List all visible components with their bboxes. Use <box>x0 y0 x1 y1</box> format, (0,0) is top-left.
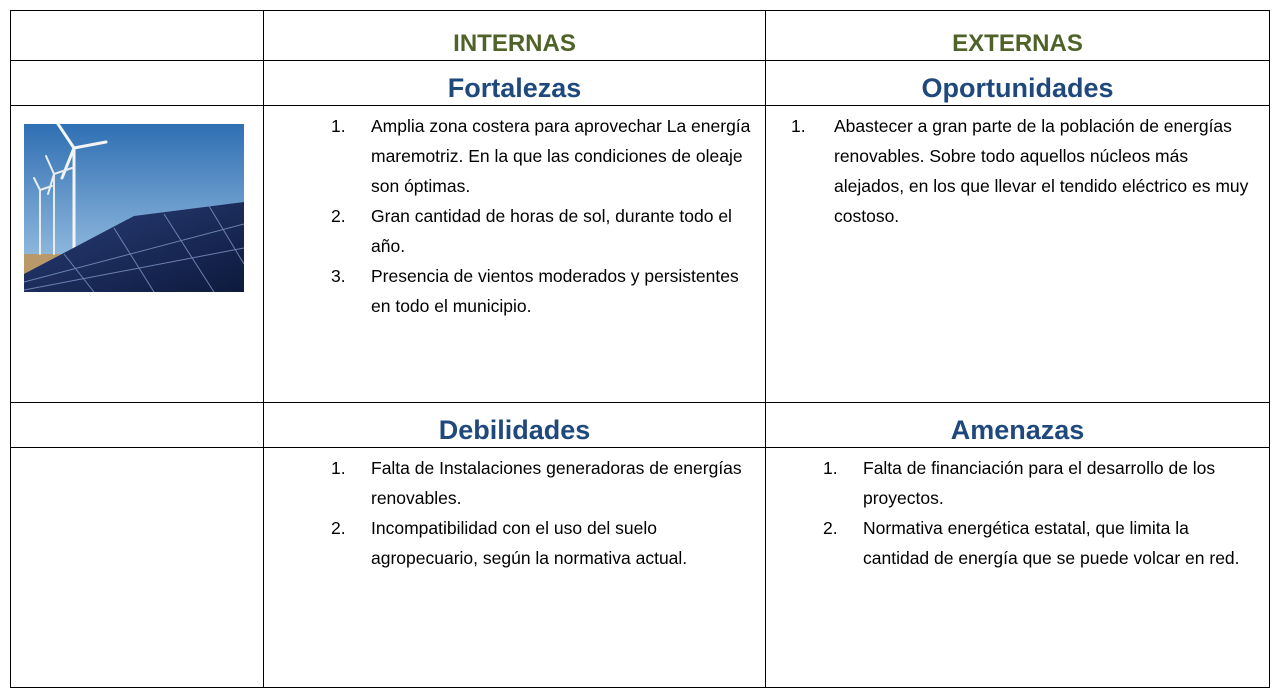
title-row: Debilidades Amenazas <box>10 402 1270 448</box>
list-item: 2. Normativa energética estatal, que limi… <box>766 513 1269 573</box>
empty-cell <box>10 447 264 688</box>
empty-cell <box>10 60 264 106</box>
list-item: 1. Amplia zona costera para aprovechar La… <box>264 111 765 201</box>
list-item: 3. Presencia de vientos moderados y persi… <box>264 261 765 321</box>
item-number: 2. <box>331 206 346 226</box>
section-title: Oportunidades <box>765 60 1270 106</box>
item-number: 1. <box>823 458 838 478</box>
item-text: Gran cantidad de horas de sol, durante t… <box>371 206 732 256</box>
empty-cell <box>10 402 264 448</box>
item-number: 1. <box>331 116 346 136</box>
item-text: Falta de financiación para el desarrollo… <box>863 458 1216 508</box>
swot-table: INTERNAS EXTERNAS Fortalezas Oportunidad… <box>10 10 1270 688</box>
list-item: 2. Incompatibilidad con el uso del suelo … <box>264 513 765 573</box>
renewables-image <box>24 124 244 292</box>
item-text: Incompatibilidad con el uso del suelo ag… <box>371 518 688 568</box>
item-text: Abastecer a gran parte de la población d… <box>834 116 1249 226</box>
section-title: Fortalezas <box>263 60 766 106</box>
header-row: INTERNAS EXTERNAS <box>10 10 1270 61</box>
list-cell: 1. Amplia zona costera para aprovechar La… <box>263 105 766 403</box>
title-row: Fortalezas Oportunidades <box>10 60 1270 106</box>
body-row: 1. Amplia zona costera para aprovechar La… <box>10 105 1270 403</box>
body-row: 1. Falta de Instalaciones generadoras de … <box>10 447 1270 688</box>
item-number: 3. <box>331 266 346 286</box>
list-item: 2. Gran cantidad de horas de sol, durante… <box>264 201 765 261</box>
header-cell: INTERNAS <box>263 10 766 61</box>
empty-cell <box>10 10 264 61</box>
item-text: Falta de Instalaciones generadoras de en… <box>371 458 742 508</box>
list-cell: 1. Abastecer a gran parte de la población… <box>765 105 1270 403</box>
list-cell: 1. Falta de financiación para el desarrol… <box>765 447 1270 688</box>
list-cell: 1. Falta de Instalaciones generadoras de … <box>263 447 766 688</box>
page: INTERNAS EXTERNAS Fortalezas Oportunidad… <box>10 10 1270 688</box>
item-number: 1. <box>331 458 346 478</box>
item-number: 1. <box>791 116 806 136</box>
item-number: 2. <box>823 518 838 538</box>
section-title: Amenazas <box>765 402 1270 448</box>
list-item: 1. Falta de financiación para el desarrol… <box>766 453 1269 513</box>
item-text: Presencia de vientos moderados y persist… <box>371 266 739 316</box>
section-title: Debilidades <box>263 402 766 448</box>
item-number: 2. <box>331 518 346 538</box>
header-cell: EXTERNAS <box>765 10 1270 61</box>
list-item: 1. Abastecer a gran parte de la población… <box>766 111 1269 231</box>
image-cell <box>10 105 264 403</box>
item-text: Normativa energética estatal, que limita… <box>863 518 1240 568</box>
list-item: 1. Falta de Instalaciones generadoras de … <box>264 453 765 513</box>
item-text: Amplia zona costera para aprovechar La e… <box>371 116 751 196</box>
